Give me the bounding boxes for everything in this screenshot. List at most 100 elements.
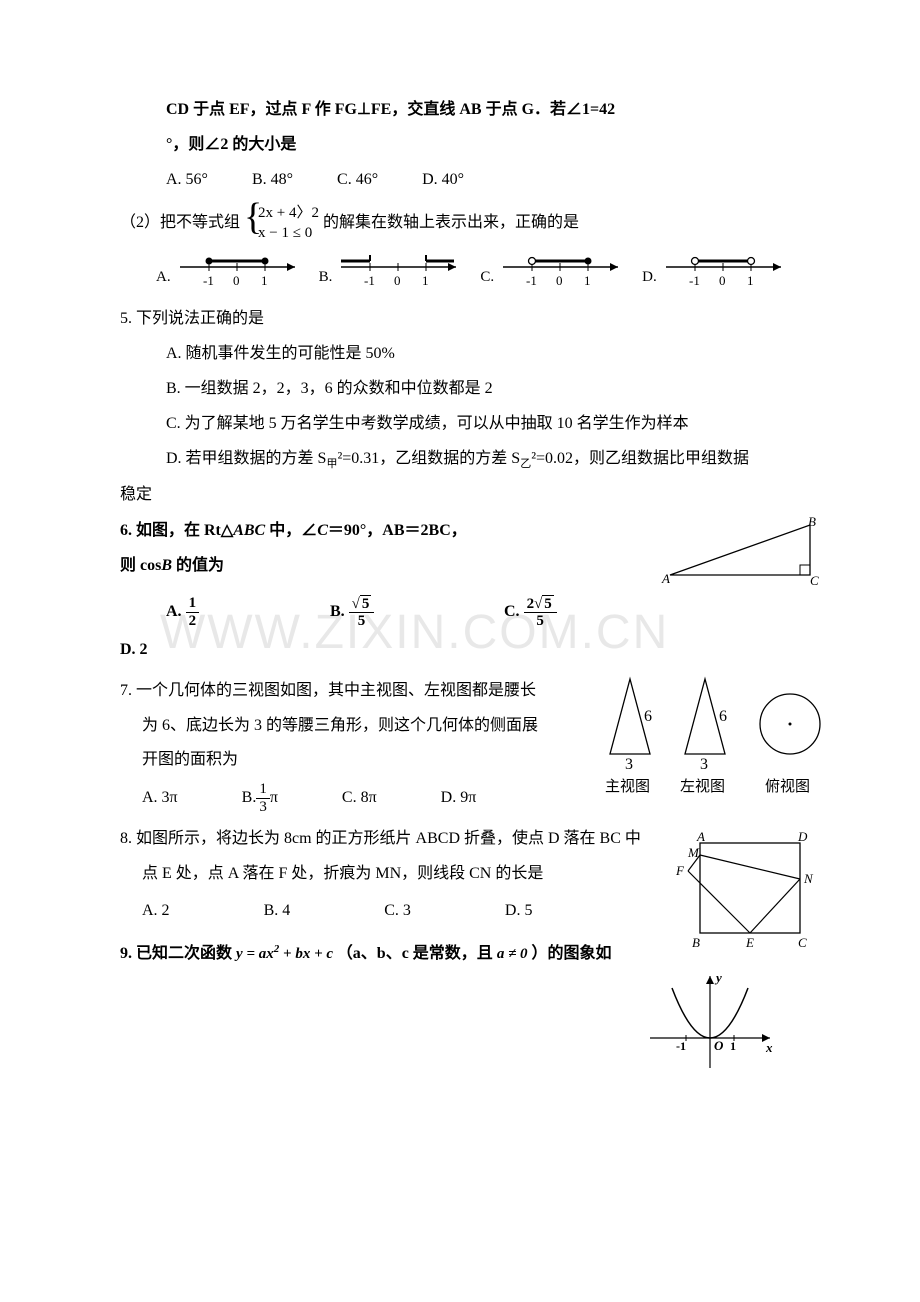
q7-figure: 6 3 主视图 6 3 左视图 俯视图	[600, 669, 840, 799]
q6-b-label: B.	[330, 598, 345, 627]
q5-d: D. 若甲组数据的方差 S甲²=0.31，乙组数据的方差 S乙²=0.02，则乙…	[120, 445, 810, 475]
q9-y: y	[236, 946, 243, 962]
svg-text:-1: -1	[364, 273, 375, 288]
q4-choice-b: B. 48°	[252, 166, 293, 195]
q9-figure: O x y -1 1	[640, 968, 780, 1078]
q9-cc: c	[326, 946, 333, 962]
svg-text:3: 3	[625, 756, 633, 773]
q9-p1: +	[279, 946, 295, 962]
q4-choice-a: A. 56°	[166, 166, 208, 195]
q6-c-sqrt: 5	[542, 595, 554, 613]
q6-mid: 中，∠	[265, 522, 317, 539]
svg-text:N: N	[803, 871, 814, 886]
q6-a-num: 1	[186, 595, 200, 613]
q6-c-den: 5	[524, 613, 557, 630]
q5-d-sub1: 甲	[326, 458, 337, 470]
q7-d: D. 9π	[441, 784, 477, 813]
q6-figure: A B C	[660, 517, 820, 587]
q4-line1: CD 于点 EF，过点 F 作 FG⊥FE，交直线 AB 于点 G．若∠1=42	[120, 96, 810, 125]
q6-l2-pre: 则 cos	[120, 557, 161, 574]
q5-d-mid2: ²=0.02，则乙组数据比甲组数据	[531, 450, 749, 467]
q4b-suffix: 的解集在数轴上表示出来，正确的是	[323, 215, 579, 232]
q7-b-suf: π	[270, 784, 278, 813]
q6-abc: ABC	[233, 522, 265, 539]
numline-b-svg: -1 0 1	[336, 251, 466, 291]
q4b-prefix: （2）把不等式组	[120, 215, 240, 232]
svg-text:F: F	[675, 863, 685, 878]
svg-text:-1: -1	[689, 273, 700, 288]
numline-c: C. -1 0 1	[480, 251, 628, 291]
svg-text:-1: -1	[676, 1039, 686, 1053]
q6-b-den: 5	[349, 613, 375, 630]
q4-choice-d: D. 40°	[422, 166, 464, 195]
numline-b: B. -1 0 1	[319, 251, 467, 291]
svg-text:x: x	[765, 1040, 773, 1055]
svg-text:A: A	[661, 571, 670, 586]
q4-choices: A. 56° B. 48° C. 46° D. 40°	[120, 166, 810, 195]
q5-d-line2: 稳定	[120, 481, 810, 510]
q5-d-mid1: ²=0.31，乙组数据的方差 S	[337, 450, 520, 467]
q7-b-label: B.	[242, 784, 257, 813]
sys-row1: 2x + 4〉2	[258, 204, 319, 224]
svg-text:C: C	[810, 573, 819, 587]
q4b-stem: （2）把不等式组 2x + 4〉2 x − 1 ≤ 0 的解集在数轴上表示出来，…	[120, 204, 810, 243]
svg-text:1: 1	[730, 1039, 736, 1053]
q8-a: A. 2	[142, 897, 170, 926]
q7-b-num: 1	[256, 781, 270, 799]
svg-text:0: 0	[233, 273, 240, 288]
q5-c: C. 为了解某地 5 万名学生中考数学成绩，可以从中抽取 10 名学生作为样本	[120, 410, 810, 439]
svg-text:3: 3	[700, 756, 708, 773]
svg-text:1: 1	[747, 273, 754, 288]
inequality-system: 2x + 4〉2 x − 1 ≤ 0	[244, 204, 319, 243]
q7-block: 7. 一个几何体的三视图如图，其中主视图、左视图都是腰长 为 6、底边长为 3 …	[120, 677, 810, 815]
q8-block: 8. 如图所示，将边长为 8cm 的正方形纸片 ABCD 折叠，使点 D 落在 …	[120, 825, 810, 925]
q6-block: 6. 如图，在 Rt△ABC 中，∠C＝90°，AB＝2BC， 则 cosB 的…	[120, 517, 810, 664]
q5-stem: 5. 下列说法正确的是	[120, 305, 810, 334]
q6-c-label: C.	[504, 598, 520, 627]
q7-b: B. 13π	[242, 781, 278, 815]
numberline-choices: A. -1 0 1 B.	[156, 251, 810, 291]
svg-text:B: B	[808, 517, 816, 529]
svg-text:俯视图: 俯视图	[765, 778, 810, 795]
numline-a-label: A.	[156, 264, 171, 291]
q6-c-coef: 2	[527, 596, 535, 613]
q8-d: D. 5	[505, 897, 533, 926]
svg-text:1: 1	[422, 273, 429, 288]
q9-stem: 9. 已知二次函数 y = ax2 + bx + c （a、b、c 是常数，且 …	[120, 940, 810, 969]
q9-eq: =	[243, 946, 259, 962]
q8-b: B. 4	[264, 897, 291, 926]
q5-b: B. 一组数据 2，2，3，6 的众数和中位数都是 2	[120, 375, 810, 404]
svg-text:0: 0	[719, 273, 726, 288]
svg-text:-1: -1	[203, 273, 214, 288]
svg-text:1: 1	[584, 273, 591, 288]
svg-text:A: A	[696, 831, 705, 844]
q5-d-pre: D. 若甲组数据的方差 S	[166, 450, 326, 467]
svg-text:M: M	[687, 845, 700, 860]
q9-neq: ≠ 0	[504, 946, 527, 962]
svg-text:O: O	[714, 1038, 724, 1053]
sys-row2: x − 1 ≤ 0	[258, 224, 319, 244]
q6-b-sqrt: 5	[360, 595, 372, 613]
q6-a-den: 2	[186, 613, 200, 630]
numline-b-label: B.	[319, 264, 333, 291]
q6-c: C	[317, 522, 328, 539]
q8-c: C. 3	[384, 897, 411, 926]
q5-a: A. 随机事件发生的可能性是 50%	[120, 340, 810, 369]
q8-figure: A D B C E F M N	[670, 831, 820, 951]
q6-l2-b: B	[161, 557, 172, 574]
q6-l2-post: 的值为	[172, 557, 224, 574]
numline-a: A. -1 0 1	[156, 251, 305, 291]
q6-choice-c: C. 255	[504, 595, 644, 630]
q6-choice-b: B. 55	[330, 595, 500, 630]
svg-text:主视图: 主视图	[605, 778, 650, 795]
numline-d-svg: -1 0 1	[661, 251, 791, 291]
svg-text:0: 0	[556, 273, 563, 288]
q9-formula: y = ax2 + bx + c	[236, 946, 337, 962]
svg-text:0: 0	[394, 273, 401, 288]
q6-choice-d: D. 2	[120, 636, 810, 665]
q7-a: A. 3π	[142, 784, 178, 813]
svg-text:D: D	[797, 831, 808, 844]
q6-pre: 6. 如图，在 Rt△	[120, 522, 233, 539]
q4-line2: °，则∠2 的大小是	[120, 131, 810, 160]
q7-c: C. 8π	[342, 784, 377, 813]
